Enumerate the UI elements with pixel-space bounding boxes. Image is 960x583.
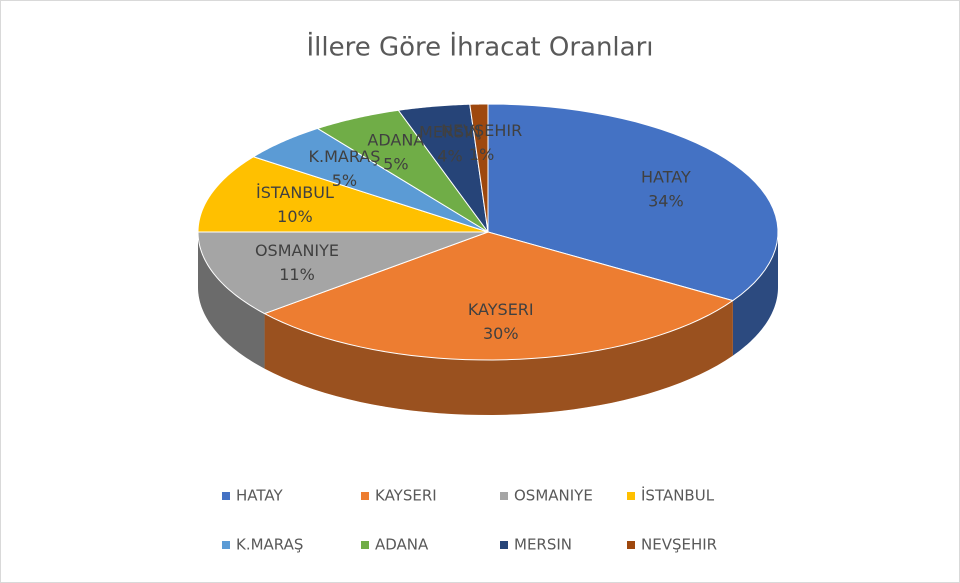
slice-side-shade	[198, 232, 265, 369]
legend: HATAY KAYSERI OSMANIYE İSTANBUL K.MARAŞ ADANA…	[222, 486, 717, 554]
legend-label: NEVŞEHIR	[641, 536, 717, 554]
legend-swatch	[222, 492, 230, 500]
slice	[197, 156, 489, 233]
data-label: 1%	[469, 145, 494, 164]
legend-swatch	[222, 541, 230, 549]
data-label: 4%	[437, 146, 462, 165]
data-label: 5%	[332, 171, 357, 190]
slice	[197, 231, 489, 315]
data-label-name: HATAY	[641, 167, 691, 186]
slice-side	[732, 232, 778, 356]
legend-label: ADANA	[375, 536, 429, 554]
data-label: 30%	[483, 324, 519, 343]
legend-label: K.MARAŞ	[236, 536, 303, 554]
legend-swatch	[500, 541, 508, 549]
slice-side	[198, 232, 265, 369]
legend-label: OSMANIYE	[514, 487, 593, 505]
data-label-name: MERSIN	[419, 122, 481, 141]
pie	[197, 103, 779, 415]
legend-swatch	[361, 492, 369, 500]
slice	[263, 231, 735, 361]
legend-swatch	[627, 492, 635, 500]
legend-swatch	[500, 492, 508, 500]
legend-label: İSTANBUL	[641, 486, 715, 505]
data-label: 34%	[648, 191, 684, 210]
data-label: 11%	[279, 265, 315, 284]
labels: HATAY 34% KAYSERI 30% OSMANIYE 11% İSTANBUL 10%…	[255, 121, 691, 343]
legend-label: MERSIN	[514, 536, 572, 554]
data-label: 10%	[277, 207, 313, 226]
chart-title: İllere Göre İhracat Oranları	[306, 31, 653, 63]
slice	[397, 103, 489, 233]
legend-swatch	[361, 541, 369, 549]
slice	[252, 127, 489, 233]
data-label-name: İSTANBUL	[256, 183, 334, 202]
data-label-name: OSMANIYE	[255, 241, 339, 260]
slice	[316, 109, 489, 233]
data-label-name: NEVŞEHIR	[441, 121, 522, 140]
data-label-name: KAYSERI	[468, 300, 534, 319]
data-label-name: ADANA	[367, 131, 424, 150]
slice-side	[264, 300, 733, 415]
slice	[469, 103, 489, 233]
slice	[487, 103, 779, 302]
legend-swatch	[627, 541, 635, 549]
legend-label: HATAY	[236, 487, 283, 505]
slice-side-shade	[732, 232, 778, 356]
data-label-name: K.MARAŞ	[309, 147, 381, 166]
legend-label: KAYSERI	[375, 487, 437, 505]
slice-side-shade	[264, 300, 733, 415]
data-label: 5%	[383, 155, 408, 174]
